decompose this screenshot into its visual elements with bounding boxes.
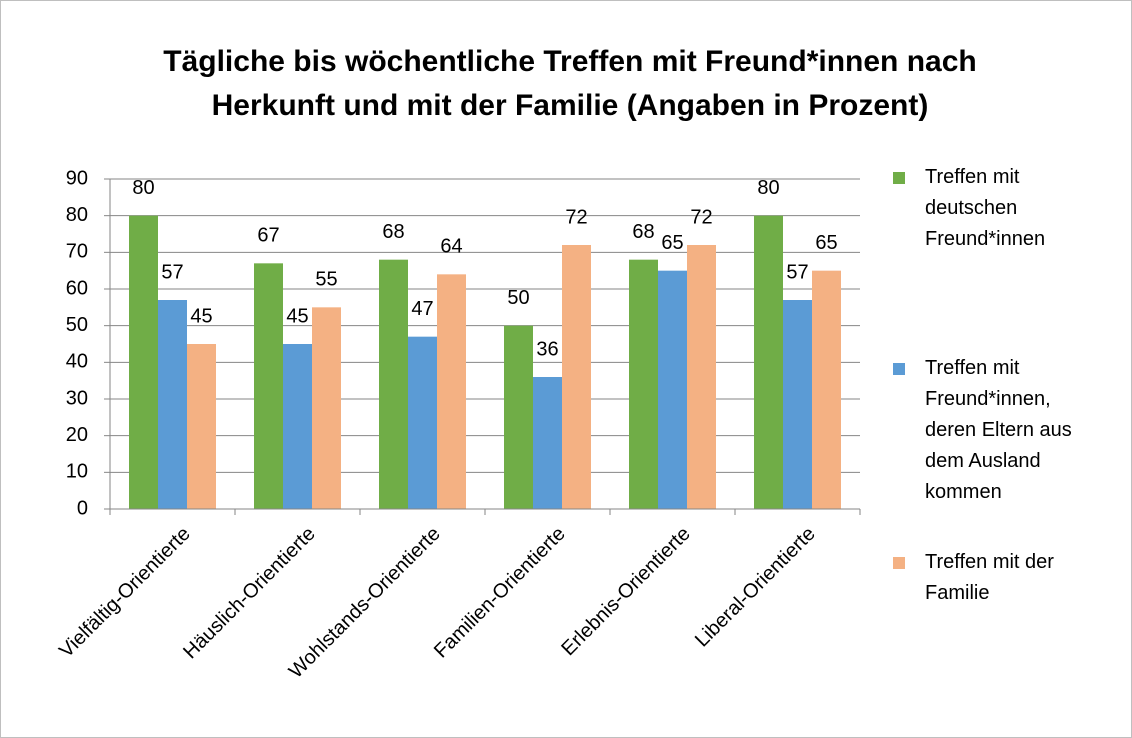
y-tick-label: 90 [66,167,88,189]
y-tick-label: 20 [66,424,88,446]
bar [687,245,716,509]
y-tick-label: 30 [66,387,88,409]
bar [312,307,341,509]
bar [658,270,687,509]
data-label: 68 [382,221,404,243]
data-label: 72 [690,206,712,228]
bar [504,325,533,509]
x-tick-label: Erlebnis-Orientierte [557,523,694,660]
legend-swatch [893,172,905,184]
bar [562,245,591,509]
bar [129,215,158,509]
bar [629,259,658,509]
bar [783,300,812,509]
y-tick-label: 60 [66,277,88,299]
legend-item: Treffen mit der Familie [893,547,1093,609]
legend-label: Treffen mit deutschen Freund*innen [925,166,1046,250]
data-label: 80 [757,177,779,199]
data-label: 36 [536,338,558,360]
data-label: 68 [632,221,654,243]
bar [283,344,312,509]
y-tick-label: 10 [66,461,88,483]
bar [408,336,437,509]
data-label: 65 [815,232,837,254]
y-tick-label: 70 [66,241,88,263]
data-label: 65 [661,232,683,254]
legend-label: Treffen mit Freund*innen, deren Eltern a… [925,357,1072,503]
bar [158,300,187,509]
data-label: 55 [315,269,337,291]
data-label: 45 [286,305,308,327]
x-tick-label: Familien-Orientierte [430,523,570,663]
data-label: 72 [565,206,587,228]
legend-swatch [893,557,905,569]
data-label: 50 [507,287,529,309]
legend-label: Treffen mit der Familie [925,551,1054,604]
bar [812,270,841,509]
data-label: 57 [161,261,183,283]
legend-swatch [893,363,905,375]
data-label: 57 [786,261,808,283]
chart-title: Tägliche bis wöchentliche Treffen mit Fr… [163,45,977,122]
x-tick-label: Vielfältig-Orientierte [55,523,194,662]
bar [254,263,283,509]
y-tick-label: 80 [66,204,88,226]
legend-item: Treffen mit Freund*innen, deren Eltern a… [893,353,1093,508]
data-label: 64 [440,236,462,258]
data-label: 80 [132,177,154,199]
data-label: 67 [257,225,279,247]
y-tick-label: 50 [66,314,88,336]
data-label: 47 [411,298,433,320]
x-tick-label: Häuslich-Orientierte [179,523,320,664]
legend-item: Treffen mit deutschen Freund*innen [893,162,1093,255]
bar [754,215,783,509]
bar [187,344,216,509]
bar [437,274,466,509]
y-tick-label: 0 [77,497,88,519]
bar [379,259,408,509]
y-tick-label: 40 [66,351,88,373]
bar [533,377,562,509]
data-label: 45 [190,305,212,327]
x-tick-label: Liberal-Orientierte [691,523,820,652]
